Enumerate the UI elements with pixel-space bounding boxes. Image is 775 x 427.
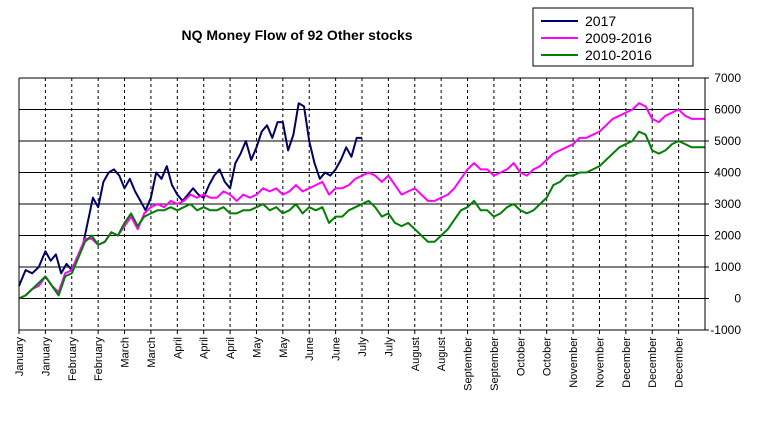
series-line-1 <box>18 102 705 300</box>
x-tick-label: April <box>199 337 211 359</box>
x-tick-label: June <box>304 337 316 361</box>
series-lines <box>18 102 705 300</box>
x-tick-label: February <box>67 337 79 382</box>
x-tick-label: May <box>278 337 290 358</box>
x-tick-label: March <box>120 337 132 368</box>
y-tick-label: -1000 <box>710 323 741 337</box>
x-tick-label: July <box>357 337 369 357</box>
x-tick-label: April <box>172 337 184 359</box>
x-tick-label: February <box>93 337 105 382</box>
x-tick-label: March <box>146 337 158 368</box>
y-tick-label: 5000 <box>714 134 741 148</box>
x-tick-label: April <box>225 337 237 359</box>
x-tick-label: August <box>410 337 422 371</box>
x-tick-label: June <box>331 337 343 361</box>
legend-label-2: 2010-2016 <box>585 47 652 63</box>
x-tick-label: November <box>568 337 580 388</box>
x-tick-label: December <box>621 337 633 388</box>
x-tick-label: August <box>436 337 448 371</box>
x-tick-label: September <box>489 337 501 391</box>
y-tick-label: 6000 <box>714 103 741 117</box>
y-tick-label: 4000 <box>714 166 741 180</box>
series-line-2 <box>18 130 705 300</box>
x-tick-label: September <box>463 337 475 391</box>
x-tick-label: December <box>674 337 686 388</box>
legend-label-1: 2009-2016 <box>585 30 652 46</box>
x-tick-label: May <box>251 337 263 358</box>
x-tick-label: January <box>14 337 26 377</box>
axes: -1000 0 1000 2000 3000 4000 5000 6000 7000 Januar… <box>14 71 741 391</box>
x-tick-label: December <box>647 337 659 388</box>
chart-title: NQ Money Flow of 92 Other stocks <box>181 27 412 43</box>
x-tick-label: January <box>40 337 52 377</box>
y-tick-label: 2000 <box>714 229 741 243</box>
legend-label-0: 2017 <box>585 13 616 29</box>
y-tick-label: 1000 <box>714 260 741 274</box>
y-tick-label: 7000 <box>714 71 741 85</box>
x-tick-label: July <box>383 337 395 357</box>
x-tick-label: October <box>542 337 554 376</box>
x-tick-label: November <box>594 337 606 388</box>
y-tick-label: 0 <box>734 292 741 306</box>
y-tick-label: 3000 <box>714 197 741 211</box>
x-tick-label: October <box>515 337 527 376</box>
